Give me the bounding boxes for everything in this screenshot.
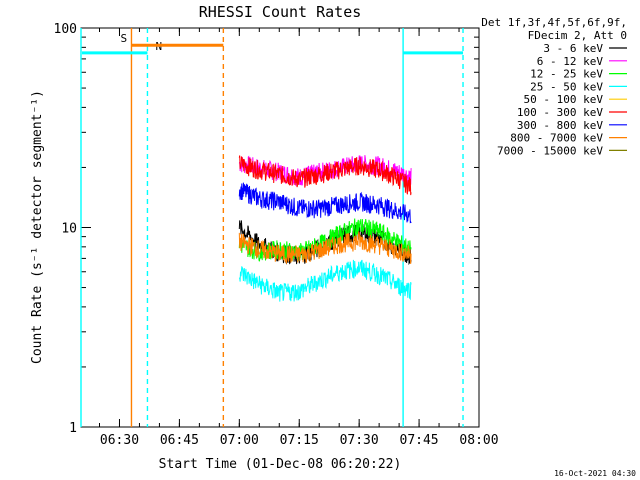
x-tick-label: 06:45 [160,433,199,448]
footer-timestamp: 16-Oct-2021 04:30 [554,469,636,478]
legend-entry-label: 50 - 100 keV [524,93,604,106]
series-line [238,259,412,302]
chart-title: RHESSI Count Rates [199,3,362,21]
legend-entry-label: 25 - 50 keV [530,80,603,93]
legend-header-line-1: Det 1f,3f,4f,5f,6f,9f, [481,16,627,29]
legend-entry-label: 300 - 800 keV [517,119,603,132]
y-tick-label: 10 [61,222,77,237]
x-tick-label: 07:15 [280,433,319,448]
legend-entry-label: 800 - 7000 keV [510,132,603,145]
legend-entry-label: 7000 - 15000 keV [497,144,603,157]
x-tick-label: 08:00 [459,433,498,448]
series-line [238,182,412,224]
legend-entry-label: 3 - 6 keV [543,42,603,55]
y-tick-label: 100 [54,22,77,37]
series-line [238,230,412,264]
interval-label: S [120,32,127,45]
plot-frame [80,27,480,428]
x-tick-label: 07:30 [340,433,379,448]
plot-area: 06:30 06:45 07:00 07:15 07:30 07:45 08:00 1 10 10… [54,22,499,448]
series-line [238,155,412,196]
y-tick-label: 1 [69,421,77,436]
legend-entry-label: 100 - 300 keV [517,106,603,119]
legend-entry-label: 6 - 12 keV [537,55,604,68]
legend-header-line-2: FDecim 2, Att 0 [528,29,627,42]
x-tick-label: 07:00 [220,433,259,448]
legend-entry-label: 12 - 25 keV [530,68,603,81]
y-axis-label: Count Rate (s⁻¹ detector segment⁻¹) [30,90,45,364]
x-tick-label: 07:45 [400,433,439,448]
x-tick-label: 06:30 [100,433,139,448]
x-axis-label: Start Time (01-Dec-08 06:20:22) [159,457,402,472]
legend: Det 1f,3f,4f,5f,6f,9f, FDecim 2, Att 0 3… [481,16,627,157]
